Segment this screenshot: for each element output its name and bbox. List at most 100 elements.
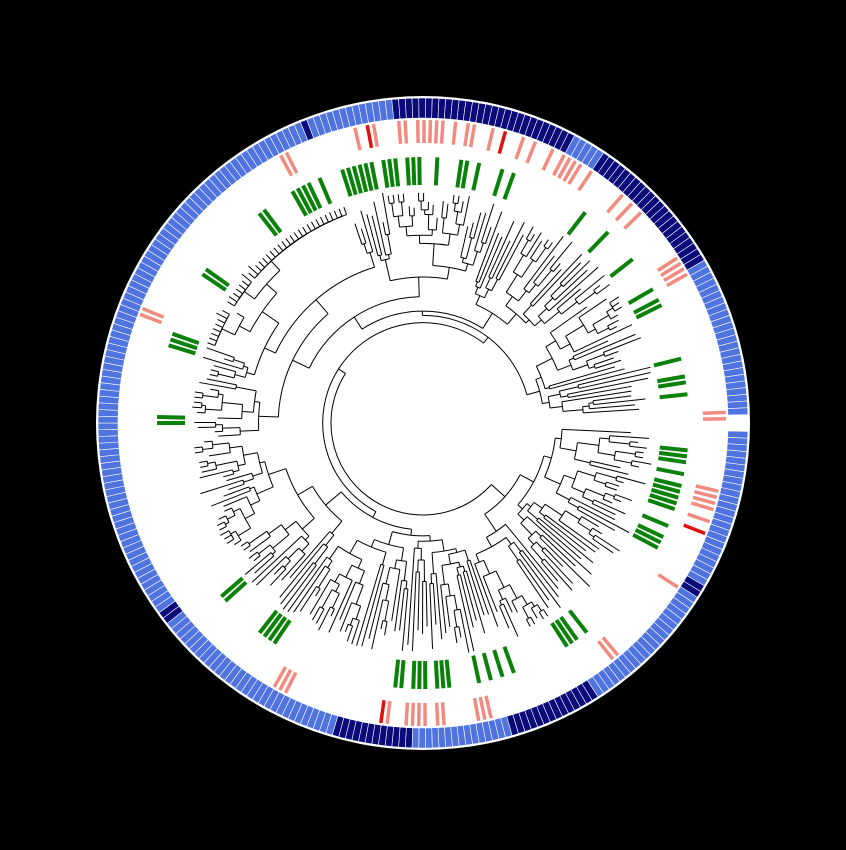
branch xyxy=(289,235,295,243)
branch-arc xyxy=(529,303,534,307)
branch xyxy=(475,211,503,282)
branch xyxy=(555,437,562,440)
pink-mark xyxy=(379,700,386,724)
branch xyxy=(234,374,246,378)
branch xyxy=(207,461,216,464)
pink-mark xyxy=(410,702,415,726)
branch xyxy=(452,195,455,204)
green-mark xyxy=(566,211,587,236)
branch xyxy=(233,359,245,364)
branch xyxy=(474,287,479,294)
branch-arc xyxy=(558,391,562,398)
pink-mark xyxy=(283,671,298,694)
branch xyxy=(543,558,573,591)
branch xyxy=(483,336,489,344)
branch xyxy=(565,324,584,337)
green-mark xyxy=(201,272,227,292)
pink-mark xyxy=(552,154,566,177)
branch xyxy=(464,549,469,561)
branch-arc xyxy=(298,547,306,555)
green-mark xyxy=(363,162,374,192)
pink-mark xyxy=(623,211,643,230)
branch xyxy=(512,254,524,273)
branch xyxy=(455,211,459,224)
branch xyxy=(558,519,600,550)
branch-arc xyxy=(522,601,532,608)
pink-mark xyxy=(562,160,577,182)
green-mark xyxy=(295,187,313,214)
green-mark xyxy=(657,380,687,389)
branch xyxy=(529,234,535,242)
branch xyxy=(205,408,222,411)
branch-arc xyxy=(432,548,456,553)
branch-arc xyxy=(589,460,592,465)
branch xyxy=(509,584,518,599)
green-mark xyxy=(460,160,470,189)
branch xyxy=(243,478,254,483)
green-mark xyxy=(649,493,678,506)
branch xyxy=(497,589,504,600)
green-mark xyxy=(455,159,464,188)
branch xyxy=(589,464,629,475)
green-mark xyxy=(634,528,662,545)
branch xyxy=(317,568,331,588)
branch xyxy=(550,306,587,334)
branch-arc xyxy=(548,386,551,390)
branch xyxy=(574,458,591,464)
pink-mark xyxy=(692,495,716,506)
branch xyxy=(269,250,276,258)
branch xyxy=(505,296,513,307)
branch xyxy=(272,534,290,549)
branch xyxy=(262,257,269,265)
pink-mark xyxy=(139,312,163,325)
ring-segment xyxy=(425,97,433,119)
pink-mark xyxy=(577,170,594,192)
green-mark xyxy=(168,343,196,356)
branch xyxy=(505,524,559,590)
green-mark xyxy=(169,337,198,351)
branch xyxy=(615,450,636,455)
branch xyxy=(603,337,642,353)
branch xyxy=(545,514,596,553)
branch xyxy=(525,226,534,240)
branch xyxy=(456,567,460,576)
branch xyxy=(574,274,605,300)
branch-arc xyxy=(527,530,537,539)
branch xyxy=(243,452,258,456)
branch-arc xyxy=(576,505,580,510)
branch-arc xyxy=(377,254,382,257)
branch xyxy=(227,514,236,520)
branch-arc xyxy=(505,305,527,324)
green-mark xyxy=(656,374,686,384)
branch xyxy=(526,390,540,396)
branch-arc xyxy=(442,232,458,236)
branch xyxy=(240,429,259,432)
branch xyxy=(458,561,461,567)
branch xyxy=(606,307,614,313)
branch xyxy=(222,310,230,315)
branch xyxy=(543,517,587,552)
branch xyxy=(483,289,490,299)
branch xyxy=(485,537,493,548)
branch xyxy=(325,534,335,546)
branch xyxy=(465,237,473,259)
branch xyxy=(505,537,512,545)
branch xyxy=(331,593,340,609)
branch xyxy=(520,522,533,536)
branch xyxy=(577,522,591,532)
branch xyxy=(457,224,461,236)
branch xyxy=(597,452,615,456)
branch xyxy=(248,265,259,275)
branch xyxy=(609,441,630,445)
branch xyxy=(527,510,538,520)
branch xyxy=(453,203,456,212)
branch xyxy=(339,581,357,620)
branch xyxy=(548,266,599,312)
branch xyxy=(592,395,632,402)
branch xyxy=(381,192,391,235)
branch xyxy=(543,455,552,459)
branch-arc xyxy=(537,315,545,324)
branch xyxy=(315,608,325,624)
branch xyxy=(543,239,549,247)
